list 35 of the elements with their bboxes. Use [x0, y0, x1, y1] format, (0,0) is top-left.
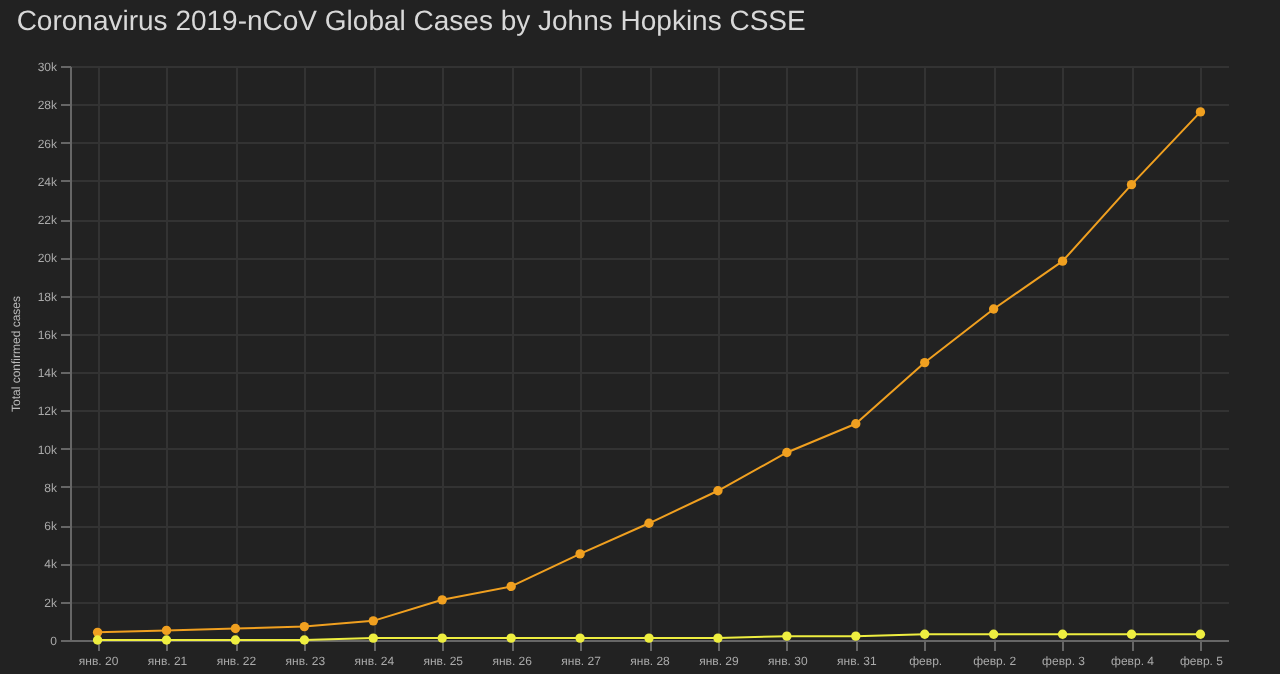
point	[575, 549, 585, 559]
point	[713, 486, 723, 496]
point	[713, 633, 723, 643]
point	[782, 447, 792, 458]
point	[1057, 256, 1068, 266]
point	[161, 625, 172, 636]
point	[988, 304, 999, 314]
point	[368, 616, 378, 626]
point	[299, 621, 310, 632]
point	[851, 419, 861, 429]
point	[92, 627, 103, 638]
point	[1057, 629, 1068, 639]
point	[299, 635, 310, 645]
point	[575, 633, 585, 643]
point	[782, 631, 792, 641]
point	[368, 633, 378, 643]
point	[920, 357, 930, 368]
point	[644, 633, 654, 643]
point	[92, 635, 103, 645]
point	[1195, 629, 1206, 639]
point	[644, 518, 654, 528]
point	[1195, 107, 1206, 117]
point	[920, 629, 930, 639]
point	[506, 633, 516, 643]
point	[851, 631, 861, 641]
point	[1126, 179, 1137, 190]
point	[506, 581, 516, 592]
point	[988, 629, 999, 639]
point	[161, 635, 172, 645]
point	[437, 595, 447, 605]
point	[230, 623, 241, 634]
point	[230, 635, 241, 645]
chart-title: Coronavirus 2019-nCoV Global Cases by Johns Hopkins CSSE	[16, 4, 806, 36]
point	[437, 633, 447, 643]
point	[1126, 629, 1137, 639]
